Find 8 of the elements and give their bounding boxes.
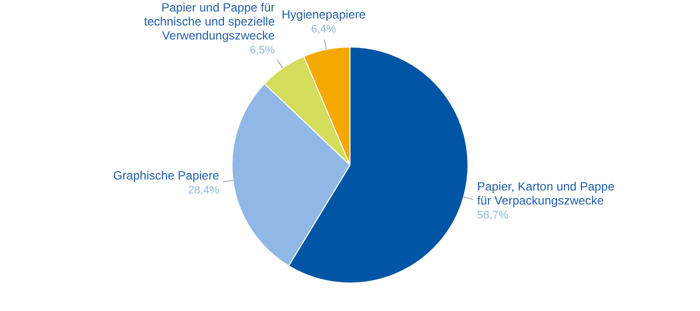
slice-label: Hygienepapiere (282, 8, 366, 22)
data-label: 58,7% (477, 210, 509, 222)
data-label: 6,5% (250, 44, 275, 57)
data-label: 6,4% (311, 24, 336, 36)
slice-label: Papier, Karton und Pappe für Verpackungszwecke (477, 180, 615, 208)
data-label: 28,4% (188, 184, 220, 196)
slice-label: Graphische Papiere (113, 168, 220, 182)
slice-label: Papier und Pappe für technische und spezielle Verwendungszwecke (144, 0, 276, 43)
